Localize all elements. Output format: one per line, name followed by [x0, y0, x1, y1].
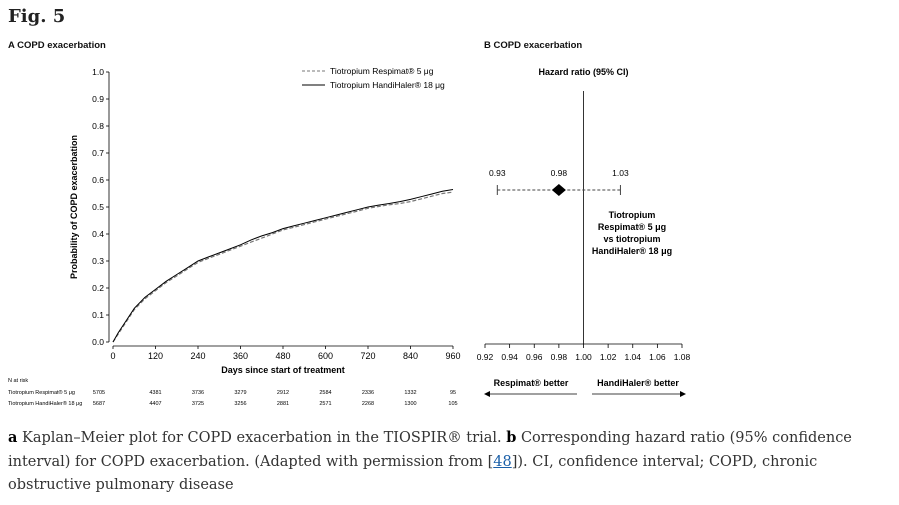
forest-point-label: 0.98 [551, 168, 568, 178]
forest-x-tick-label: 1.06 [649, 352, 666, 362]
at-risk-value: 3725 [192, 401, 204, 407]
forest-left-arrow-head [484, 391, 490, 397]
km-series-respimat [112, 191, 454, 343]
km-y-tick-label: 0.9 [92, 94, 104, 104]
forest-x-tick-label: 0.98 [551, 352, 568, 362]
figure-plots: 0.00.10.20.30.40.50.60.70.80.91.00 120 240… [8, 66, 691, 407]
at-risk-value: 3279 [234, 390, 246, 396]
forest-x-tick-label: 0.92 [477, 352, 494, 362]
forest-x-tick-label: 0.94 [501, 352, 518, 362]
caption-b-text: Corresponding hazard ratio (95% confiden… [8, 430, 852, 470]
km-y-tick-label: 0.7 [92, 148, 104, 158]
km-y-tick-label: 0.0 [92, 337, 104, 347]
km-x-tick-label: 960 [445, 351, 460, 361]
forest-right-arrow-head [680, 391, 686, 397]
km-y-tick-label: 0.6 [92, 175, 104, 185]
forest-comparison-label: Tiotropium [609, 210, 656, 220]
forest-x-tick-label: 1.04 [624, 352, 641, 362]
forest-upper-label: 1.03 [612, 168, 629, 178]
at-risk-row-label: Tiotropium HandiHaler® 18 μg [8, 400, 82, 407]
km-x-tick-label: 120 [148, 351, 163, 361]
legend-label-respimat: Tiotropium Respimat® 5 μg [330, 66, 434, 76]
forest-x-tick-label: 0.96 [526, 352, 543, 362]
at-risk-row-label: Tiotropium Respimat® 5 μg [8, 389, 75, 396]
km-y-tick-label: 0.5 [92, 202, 104, 212]
at-risk-title: N at risk [8, 378, 28, 384]
panel-a-title: A COPD exacerbation [8, 40, 106, 51]
km-y-axis-title: Probability of COPD exacerbation [69, 135, 79, 279]
at-risk-value: 5687 [93, 401, 105, 407]
caption-a-text: Kaplan–Meier plot for COPD exacerbation … [17, 430, 507, 446]
at-risk-value: 2268 [362, 401, 374, 407]
at-risk-value: 2912 [277, 390, 289, 396]
at-risk-value: 4407 [149, 401, 161, 407]
at-risk-value: 2584 [319, 390, 331, 396]
forest-title: Hazard ratio (95% CI) [538, 67, 628, 77]
panel-b-title: B COPD exacerbation [484, 40, 583, 51]
forest-point-estimate [551, 184, 566, 196]
km-y-tick-label: 1.0 [92, 67, 104, 77]
km-x-tick-label: 600 [318, 351, 333, 361]
at-risk-value: 1332 [404, 390, 416, 396]
forest-right-label: HandiHaler® better [597, 378, 679, 388]
km-y-tick-label: 0.2 [92, 283, 104, 293]
forest-x-tick-label: 1.00 [575, 352, 592, 362]
forest-comparison-label: vs tiotropium [603, 234, 660, 244]
forest-left-label: Respimat® better [494, 378, 569, 388]
legend-label-handihaler: Tiotropium HandiHaler® 18 μg [330, 80, 445, 90]
caption-b-label: b [506, 429, 517, 446]
at-risk-value: 2571 [319, 401, 331, 407]
km-series-handihaler [112, 189, 454, 343]
km-x-tick-label: 720 [360, 351, 375, 361]
km-x-tick-label: 360 [233, 351, 248, 361]
at-risk-value: 1300 [404, 401, 416, 407]
km-x-tick-label: 240 [190, 351, 205, 361]
at-risk-value: 2881 [277, 401, 289, 407]
caption-a-label: a [8, 429, 18, 446]
km-x-tick-label: 840 [403, 351, 418, 361]
caption-tail: ]). CI, confidence interval; COPD, chron… [8, 453, 818, 494]
at-risk-value: 3256 [234, 401, 246, 407]
forest-x-tick-label: 1.08 [674, 352, 691, 362]
km-y-tick-label: 0.4 [92, 229, 104, 239]
at-risk-value: 95 [450, 390, 456, 396]
figure-label: Fig. 5 [8, 6, 66, 27]
forest-comparison-label: Respimat® 5 μg [598, 222, 666, 232]
reference-link[interactable]: 48 [493, 453, 512, 470]
figure-caption: a Kaplan–Meier plot for COPD exacerbatio… [8, 426, 892, 498]
km-x-axis-title: Days since start of treatment [221, 365, 345, 375]
km-x-tick-label: 480 [275, 351, 290, 361]
km-x-tick-label: 0 [110, 351, 115, 361]
at-risk-value: 5705 [93, 390, 105, 396]
km-y-tick-label: 0.1 [92, 310, 104, 320]
at-risk-value: 3736 [192, 390, 204, 396]
km-y-tick-label: 0.8 [92, 121, 104, 131]
km-y-tick-label: 0.3 [92, 256, 104, 266]
forest-comparison-label: HandiHaler® 18 μg [592, 246, 672, 256]
forest-lower-label: 0.93 [489, 168, 506, 178]
at-risk-value: 105 [448, 401, 457, 407]
at-risk-value: 4381 [149, 390, 161, 396]
at-risk-value: 2336 [362, 390, 374, 396]
forest-x-tick-label: 1.02 [600, 352, 617, 362]
